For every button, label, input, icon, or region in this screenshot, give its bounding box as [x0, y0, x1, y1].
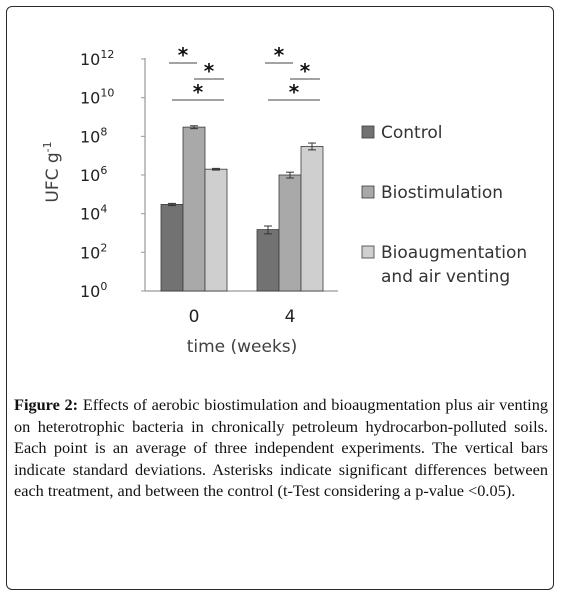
y-tick-label: 1012	[80, 48, 114, 69]
significance-asterisk: *	[204, 59, 215, 83]
y-axis-label-base: UFC g	[43, 152, 63, 202]
legend-label: Control	[381, 123, 442, 143]
significance-asterisk: *	[193, 80, 204, 104]
significance-asterisk: *	[300, 59, 311, 83]
bar	[256, 229, 280, 292]
legend-swatch	[361, 185, 375, 199]
bar	[160, 204, 184, 292]
bar	[204, 168, 228, 292]
x-axis-label: time (weeks)	[187, 337, 298, 357]
y-tick-labels: 100 102 104 106 108 1010 1012	[80, 48, 145, 301]
legend-label: Biostimulation	[381, 183, 503, 203]
y-tick-label: 1010	[80, 87, 114, 108]
significance-markers: ******	[169, 43, 320, 104]
legend-label: and air venting	[381, 267, 510, 287]
legend-label: Bioaugmentation	[381, 243, 527, 263]
caption-text: Effects of aerobic biostimulation and bi…	[14, 395, 548, 501]
legend-swatch	[361, 245, 375, 259]
bars	[160, 126, 324, 292]
x-tick-label: 0	[189, 307, 200, 327]
y-tick-label: 106	[80, 164, 107, 185]
legend: Control Biostimulation Bioaugmentation and …	[361, 123, 527, 287]
legend-swatch	[361, 125, 375, 139]
bar	[182, 126, 206, 292]
significance-asterisk: *	[274, 43, 285, 67]
error-bars	[168, 125, 316, 235]
y-tick-label: 104	[80, 203, 107, 224]
y-tick-label: 100	[80, 280, 107, 301]
significance-asterisk: *	[289, 80, 300, 104]
x-tick-label: 4	[285, 307, 296, 327]
y-tick-label: 102	[80, 241, 107, 262]
caption-label: Figure 2:	[14, 395, 79, 414]
significance-asterisk: *	[178, 43, 189, 67]
figure-caption: Figure 2: Effects of aerobic biostimulat…	[14, 394, 548, 502]
y-tick-label: 108	[80, 125, 107, 146]
y-axis-label: UFC g-1	[41, 141, 63, 202]
bar	[278, 174, 302, 292]
y-axis-label-superscript: -1	[41, 141, 54, 152]
bar	[300, 146, 324, 292]
figure-frame	[6, 6, 554, 590]
